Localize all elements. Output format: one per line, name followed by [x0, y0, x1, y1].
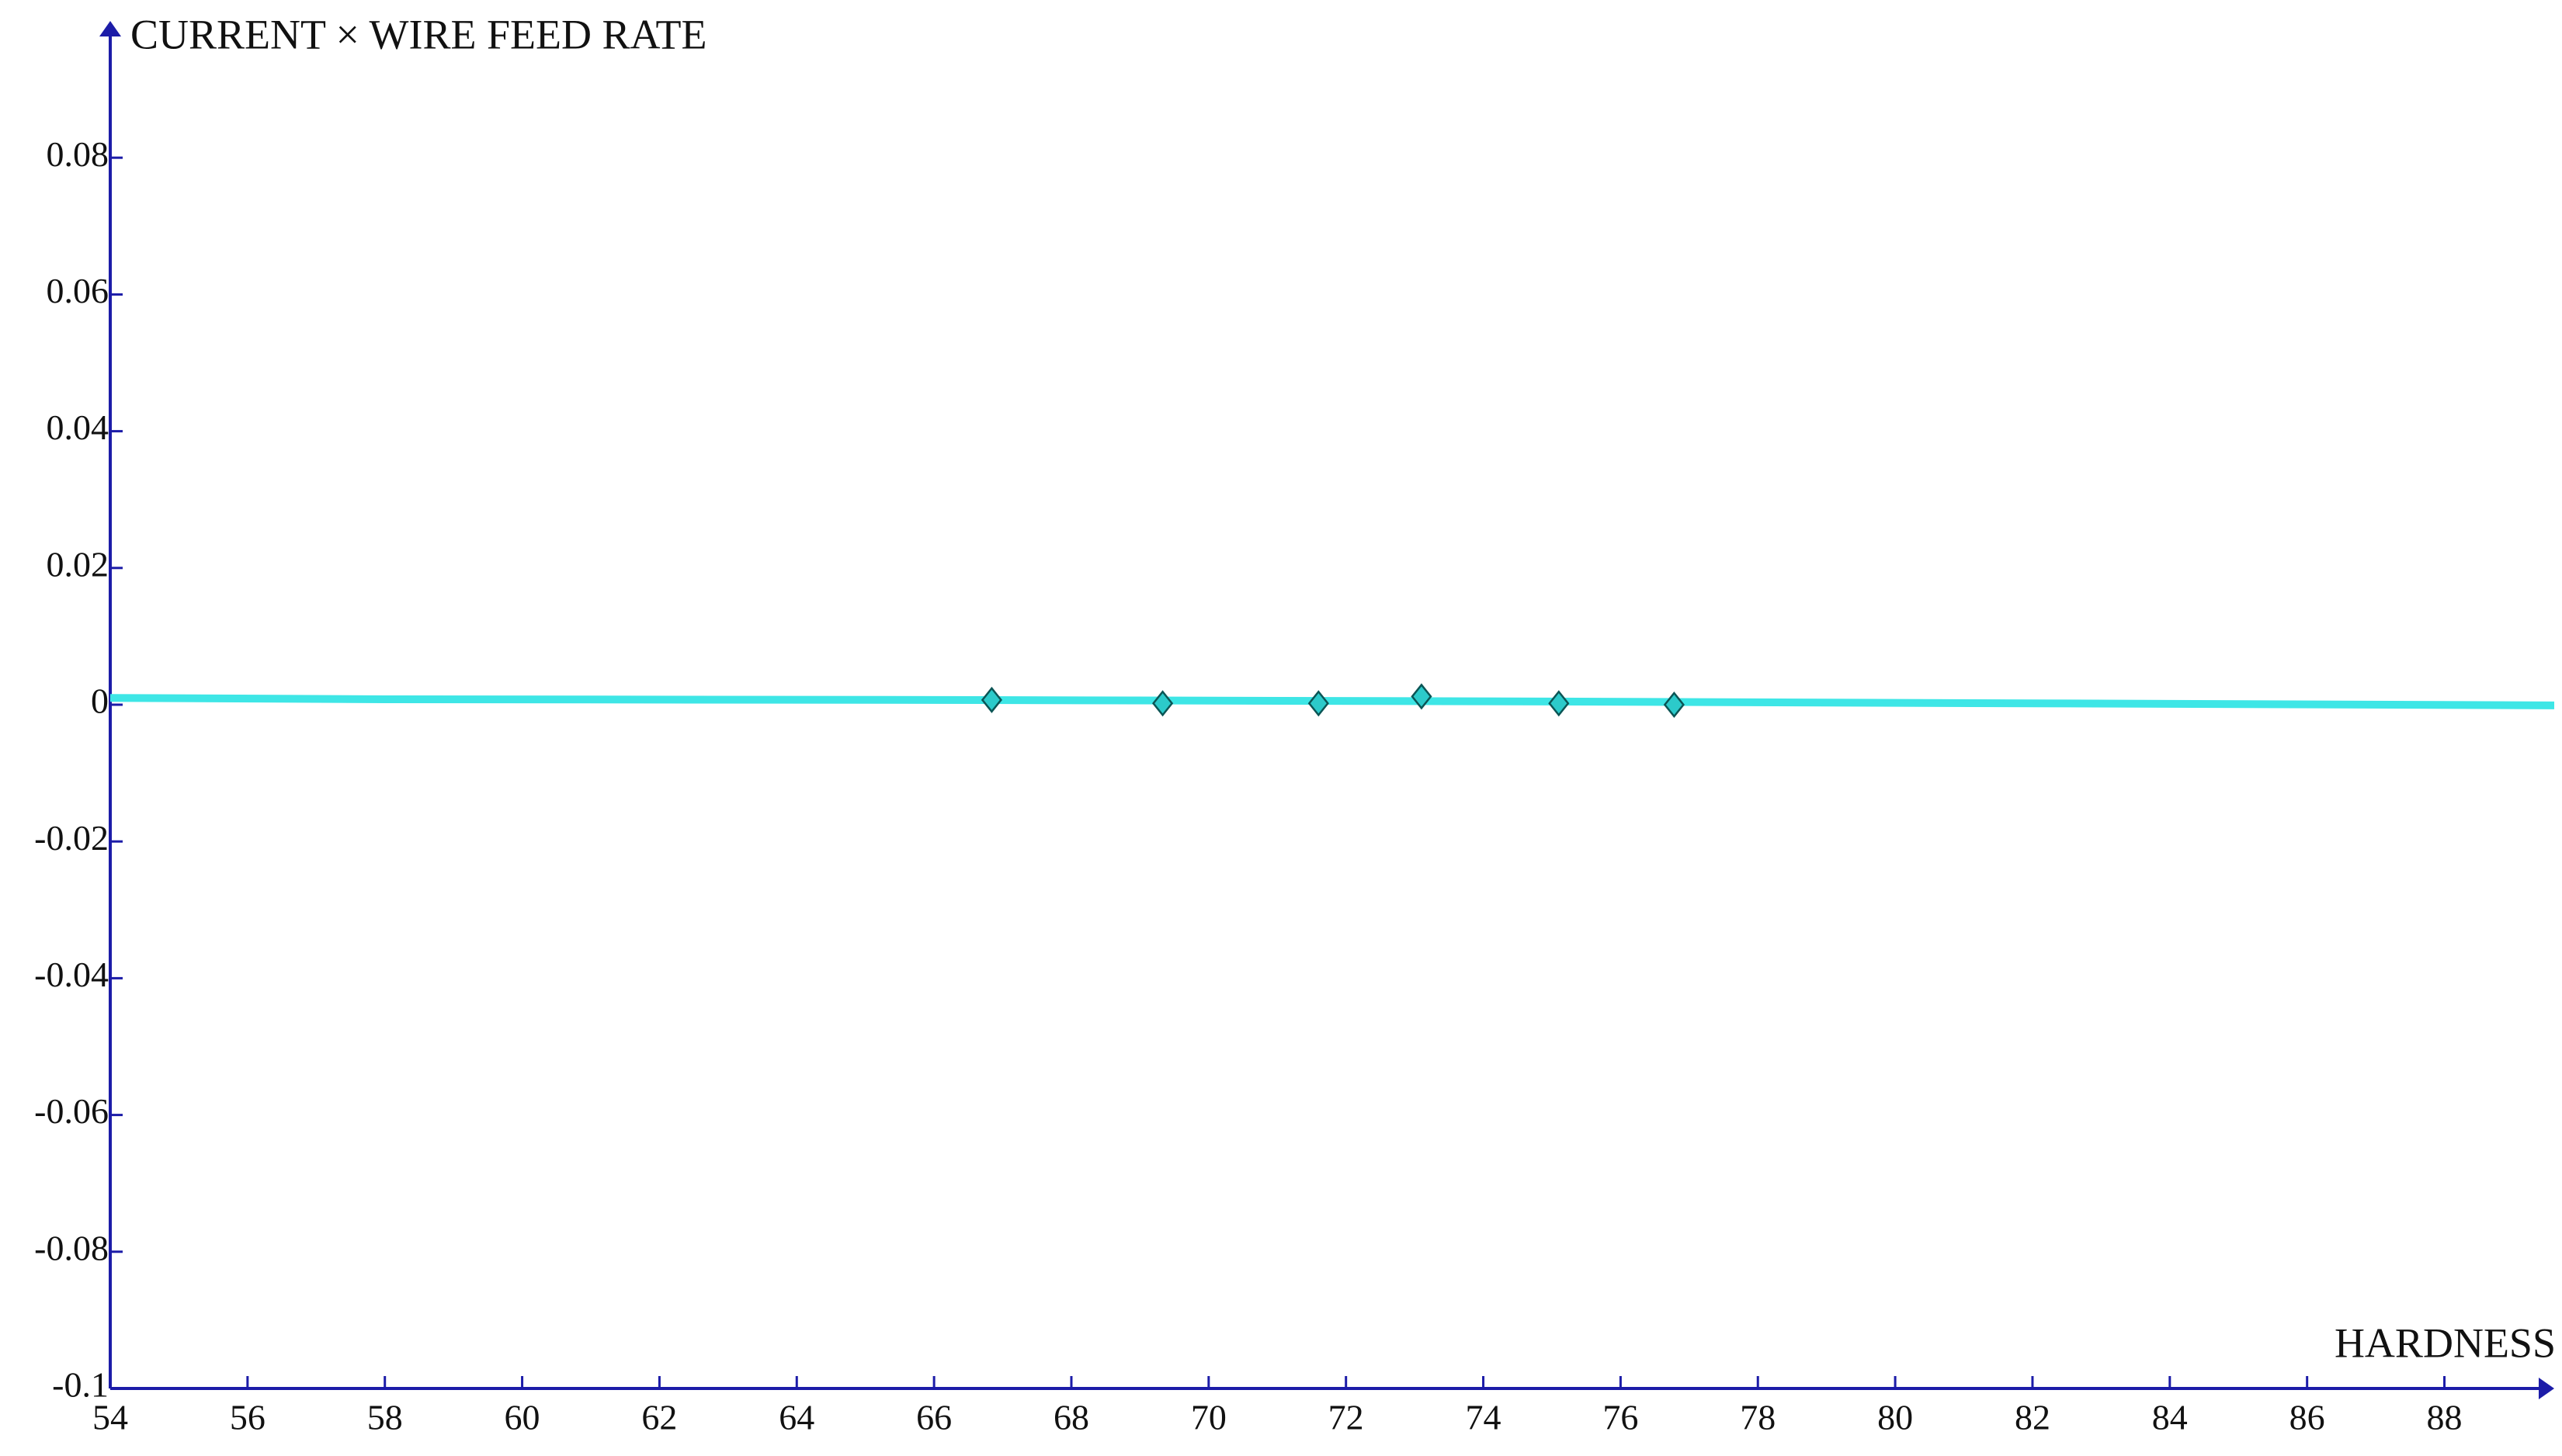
x-tick-label: 62: [641, 1398, 677, 1437]
x-axis-arrow: [2539, 1378, 2554, 1399]
data-point: [1151, 690, 1174, 717]
data-point: [1548, 690, 1570, 717]
data-point: [1663, 691, 1685, 719]
x-tick-label: 66: [916, 1398, 952, 1437]
y-tick-label: -0.1: [52, 1365, 109, 1405]
x-axis-title: HARDNESS: [2335, 1319, 2556, 1366]
y-tick-label: 0: [91, 681, 109, 721]
x-tick-label: 80: [1877, 1398, 1913, 1437]
y-axis-title: CURRENT × WIRE FEED RATE: [130, 11, 706, 57]
data-point: [981, 686, 1003, 713]
x-tick-label: 78: [1740, 1398, 1776, 1437]
y-tick-label: -0.06: [34, 1091, 109, 1131]
y-axis-arrow: [99, 21, 121, 36]
x-tick-label: 72: [1328, 1398, 1364, 1437]
x-tick-label: 54: [92, 1398, 128, 1437]
y-tick-label: -0.04: [34, 955, 109, 994]
x-tick-label: 84: [2152, 1398, 2188, 1437]
x-tick-label: 58: [367, 1398, 403, 1437]
x-tick-label: 60: [505, 1398, 540, 1437]
x-tick-label: 70: [1191, 1398, 1227, 1437]
x-tick-label: 74: [1466, 1398, 1501, 1437]
y-tick-label: -0.08: [34, 1228, 109, 1267]
x-tick-label: 88: [2427, 1398, 2463, 1437]
x-tick-label: 68: [1054, 1398, 1089, 1437]
fit-line: [109, 694, 2555, 709]
data-point: [1307, 690, 1329, 717]
y-tick-label: -0.02: [34, 818, 109, 858]
data-point: [1411, 683, 1432, 710]
y-tick-label: 0.02: [47, 544, 109, 584]
x-tick-label: 64: [779, 1398, 814, 1437]
y-tick-label: 0.04: [47, 407, 109, 447]
x-tick-label: 76: [1602, 1398, 1638, 1437]
y-tick-label: 0.06: [47, 271, 109, 310]
x-tick-label: 82: [2015, 1398, 2050, 1437]
x-tick-label: 86: [2289, 1398, 2325, 1437]
y-tick-label: 0.08: [47, 134, 109, 174]
x-tick-label: 56: [230, 1398, 266, 1437]
